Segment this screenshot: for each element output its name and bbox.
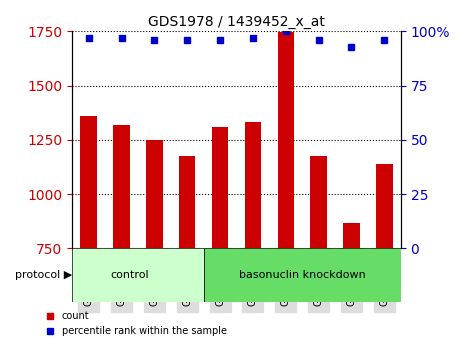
FancyBboxPatch shape xyxy=(72,248,204,303)
Bar xyxy=(146,140,163,248)
Bar xyxy=(245,122,261,248)
Bar xyxy=(212,127,228,248)
Text: control: control xyxy=(110,270,149,280)
Bar xyxy=(376,164,392,248)
Legend: count, percentile rank within the sample: count, percentile rank within the sample xyxy=(42,307,230,340)
Text: basonuclin knockdown: basonuclin knockdown xyxy=(239,270,365,280)
Bar xyxy=(343,223,360,248)
Bar xyxy=(80,116,97,248)
Bar xyxy=(311,156,327,248)
Text: protocol ▶: protocol ▶ xyxy=(15,270,72,280)
Bar xyxy=(278,32,294,248)
Bar xyxy=(179,156,195,248)
Title: GDS1978 / 1439452_x_at: GDS1978 / 1439452_x_at xyxy=(148,15,325,29)
Bar xyxy=(113,125,130,248)
FancyBboxPatch shape xyxy=(204,248,401,303)
